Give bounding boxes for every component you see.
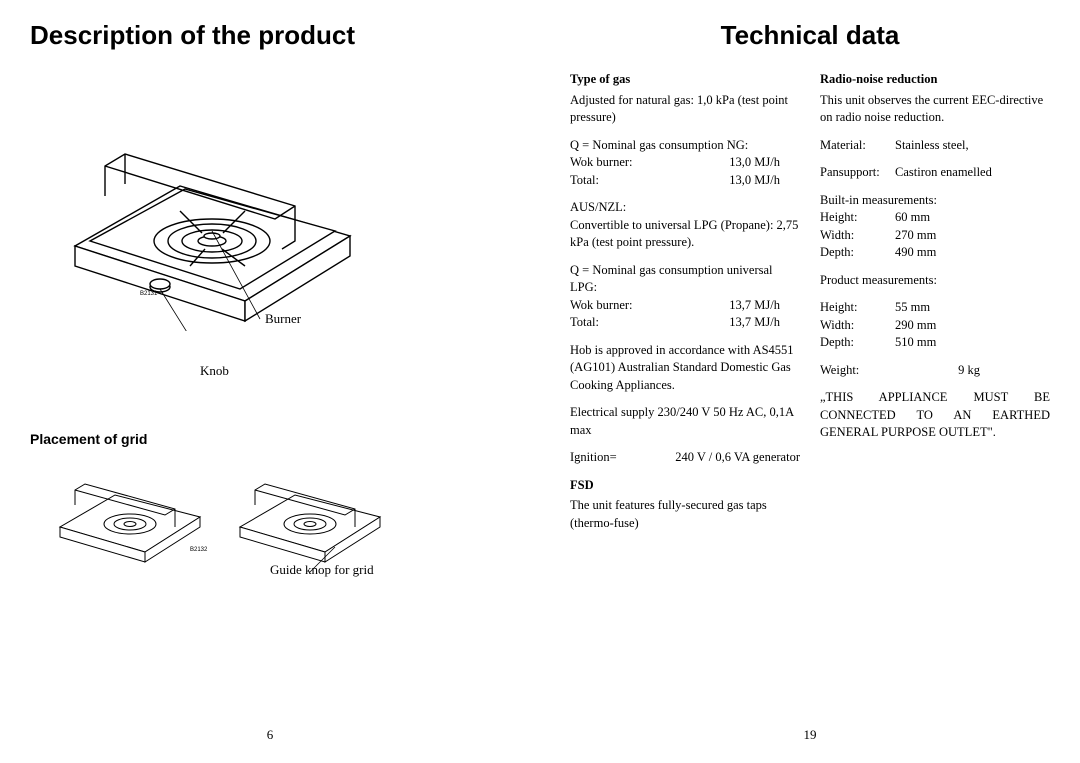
product-heading: Product measurements: [820,272,1050,290]
ignition-key: Ignition= [570,449,617,467]
material-val: Stainless steel, [895,137,1050,155]
type-of-gas-heading: Type of gas [570,71,800,89]
ignition-val: 240 V / 0,6 VA generator [675,449,800,467]
wok-ng-key: Wok burner: [570,154,633,172]
wok-ng-val: 13,0 MJ/h [729,154,780,172]
radio-noise-text: This unit observes the current EEC-direc… [820,92,1050,127]
wok-lpg-key: Wok burner: [570,297,633,315]
right-page: Technical data Type of gas Adjusted for … [540,0,1080,763]
electrical-text: Electrical supply 230/240 V 50 Hz AC, 0,… [570,404,800,439]
right-page-number: 19 [804,727,817,743]
ausnzl-label: AUS/NZL: [570,199,800,217]
guide-knob-label: Guide knop for grid [270,562,374,578]
weight-v: 9 kg [895,362,980,380]
material-key: Material: [820,137,895,155]
b-width-k: Width: [820,227,895,245]
left-page-number: 6 [267,727,274,743]
page-spread: Description of the product [0,0,1080,763]
b-depth-k: Depth: [820,244,895,262]
fsd-text: The unit features fully-secured gas taps… [570,497,800,532]
grid-placement-svg [30,457,430,577]
right-title: Technical data [570,20,1050,51]
wok-lpg-val: 13,7 MJ/h [729,297,780,315]
fig-code-1: B2131 [140,291,157,297]
hob-approval-text: Hob is approved in accordance with AS455… [570,342,800,395]
fig-code-2: B2132 [190,547,207,553]
b-depth-v: 490 mm [895,244,1050,262]
total-ng-val: 13,0 MJ/h [729,172,780,190]
burner-diagram [30,71,390,331]
total-ng-key: Total: [570,172,599,190]
left-title: Description of the product [30,20,510,51]
convertible-text: Convertible to universal LPG (Propane): … [570,217,800,252]
p-height-k: Height: [820,299,895,317]
b-height-k: Height: [820,209,895,227]
burner-label: Burner [265,311,301,327]
earthed-warning: „THIS APPLIANCE MUST BE CONNECTED TO AN … [820,389,1050,442]
weight-k: Weight: [820,362,895,380]
pansupport-val: Castiron enamelled [895,164,1050,182]
b-height-v: 60 mm [895,209,1050,227]
placement-heading: Placement of grid [30,431,510,447]
p-depth-v: 510 mm [895,334,1050,352]
adjusted-text: Adjusted for natural gas: 1,0 kPa (test … [570,92,800,127]
total-lpg-val: 13,7 MJ/h [729,314,780,332]
knob-label: Knob [200,363,229,379]
p-width-v: 290 mm [895,317,1050,335]
q-lpg-label: Q = Nominal gas consumption universal LP… [570,262,800,297]
tech-column-1: Type of gas Adjusted for natural gas: 1,… [570,71,800,542]
main-diagram-area: B2131 Burner Knob [30,71,510,371]
p-height-v: 55 mm [895,299,1050,317]
p-width-k: Width: [820,317,895,335]
grid-placement-diagrams: B2132 Guide knop for grid [30,457,510,577]
tech-column-2: Radio-noise reduction This unit observes… [820,71,1050,542]
p-depth-k: Depth: [820,334,895,352]
q-ng-label: Q = Nominal gas consumption NG: [570,137,800,155]
b-width-v: 270 mm [895,227,1050,245]
left-page: Description of the product [0,0,540,763]
tech-data-columns: Type of gas Adjusted for natural gas: 1,… [570,71,1050,542]
fsd-heading: FSD [570,477,800,495]
builtin-heading: Built-in measurements: [820,192,1050,210]
total-lpg-key: Total: [570,314,599,332]
radio-noise-heading: Radio-noise reduction [820,71,1050,89]
pansupport-key: Pansupport: [820,164,895,182]
